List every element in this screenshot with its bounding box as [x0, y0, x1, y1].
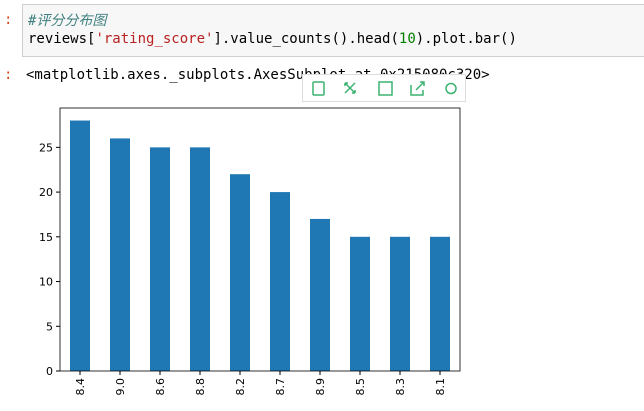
toolbar-icons: [312, 81, 457, 96]
y-tick-label: 5: [46, 320, 53, 333]
share-icon[interactable]: [410, 81, 425, 96]
code-string: 'rating_score': [95, 31, 214, 47]
code: ).plot.bar(): [415, 31, 517, 47]
prompt: :: [4, 67, 13, 83]
bar: [190, 147, 210, 371]
bar: [270, 192, 290, 371]
copy-icon[interactable]: [312, 81, 325, 96]
x-tick-label: 8.4: [74, 378, 87, 396]
x-tick-label: 8.3: [394, 378, 407, 396]
prompt: :: [4, 12, 13, 28]
comment: #评分分布图: [28, 13, 107, 29]
x-tick-label: 8.8: [194, 378, 207, 396]
y-tick-label: 25: [39, 141, 53, 154]
bar: [310, 218, 330, 371]
x-tick-label: 8.2: [234, 378, 247, 396]
bar: [70, 120, 90, 372]
bar: [430, 236, 450, 371]
code: reviews[: [28, 31, 96, 47]
bar: [110, 138, 130, 371]
bar: [390, 236, 410, 371]
code-cell[interactable]: #评分分布图 reviews['rating_score'].value_cou…: [22, 4, 644, 57]
bar: [350, 236, 370, 371]
y-tick-label: 10: [39, 276, 53, 289]
code-number: 10: [398, 31, 416, 47]
x-tick-label: 8.5: [354, 378, 367, 396]
x-tick-label: 8.1: [434, 378, 447, 396]
y-tick-label: 0: [46, 365, 53, 378]
toolbar: [302, 74, 466, 102]
x-tick-label: 9.0: [114, 378, 127, 396]
code-line: reviews['rating_score'].value_counts().h…: [28, 31, 517, 47]
bar: [150, 147, 170, 371]
expand-icon[interactable]: [344, 82, 356, 94]
plot-frame: [59, 107, 461, 372]
save-icon[interactable]: [378, 81, 393, 96]
settings-icon[interactable]: [445, 82, 457, 95]
y-tick-label: 15: [39, 231, 53, 244]
x-tick-label: 8.6: [154, 378, 167, 396]
code: ].value_counts().head(: [213, 31, 399, 47]
x-tick-label: 8.7: [274, 378, 287, 396]
bar: [230, 174, 250, 371]
y-tick-label: 20: [39, 186, 53, 199]
x-tick-label: 8.9: [314, 378, 327, 396]
